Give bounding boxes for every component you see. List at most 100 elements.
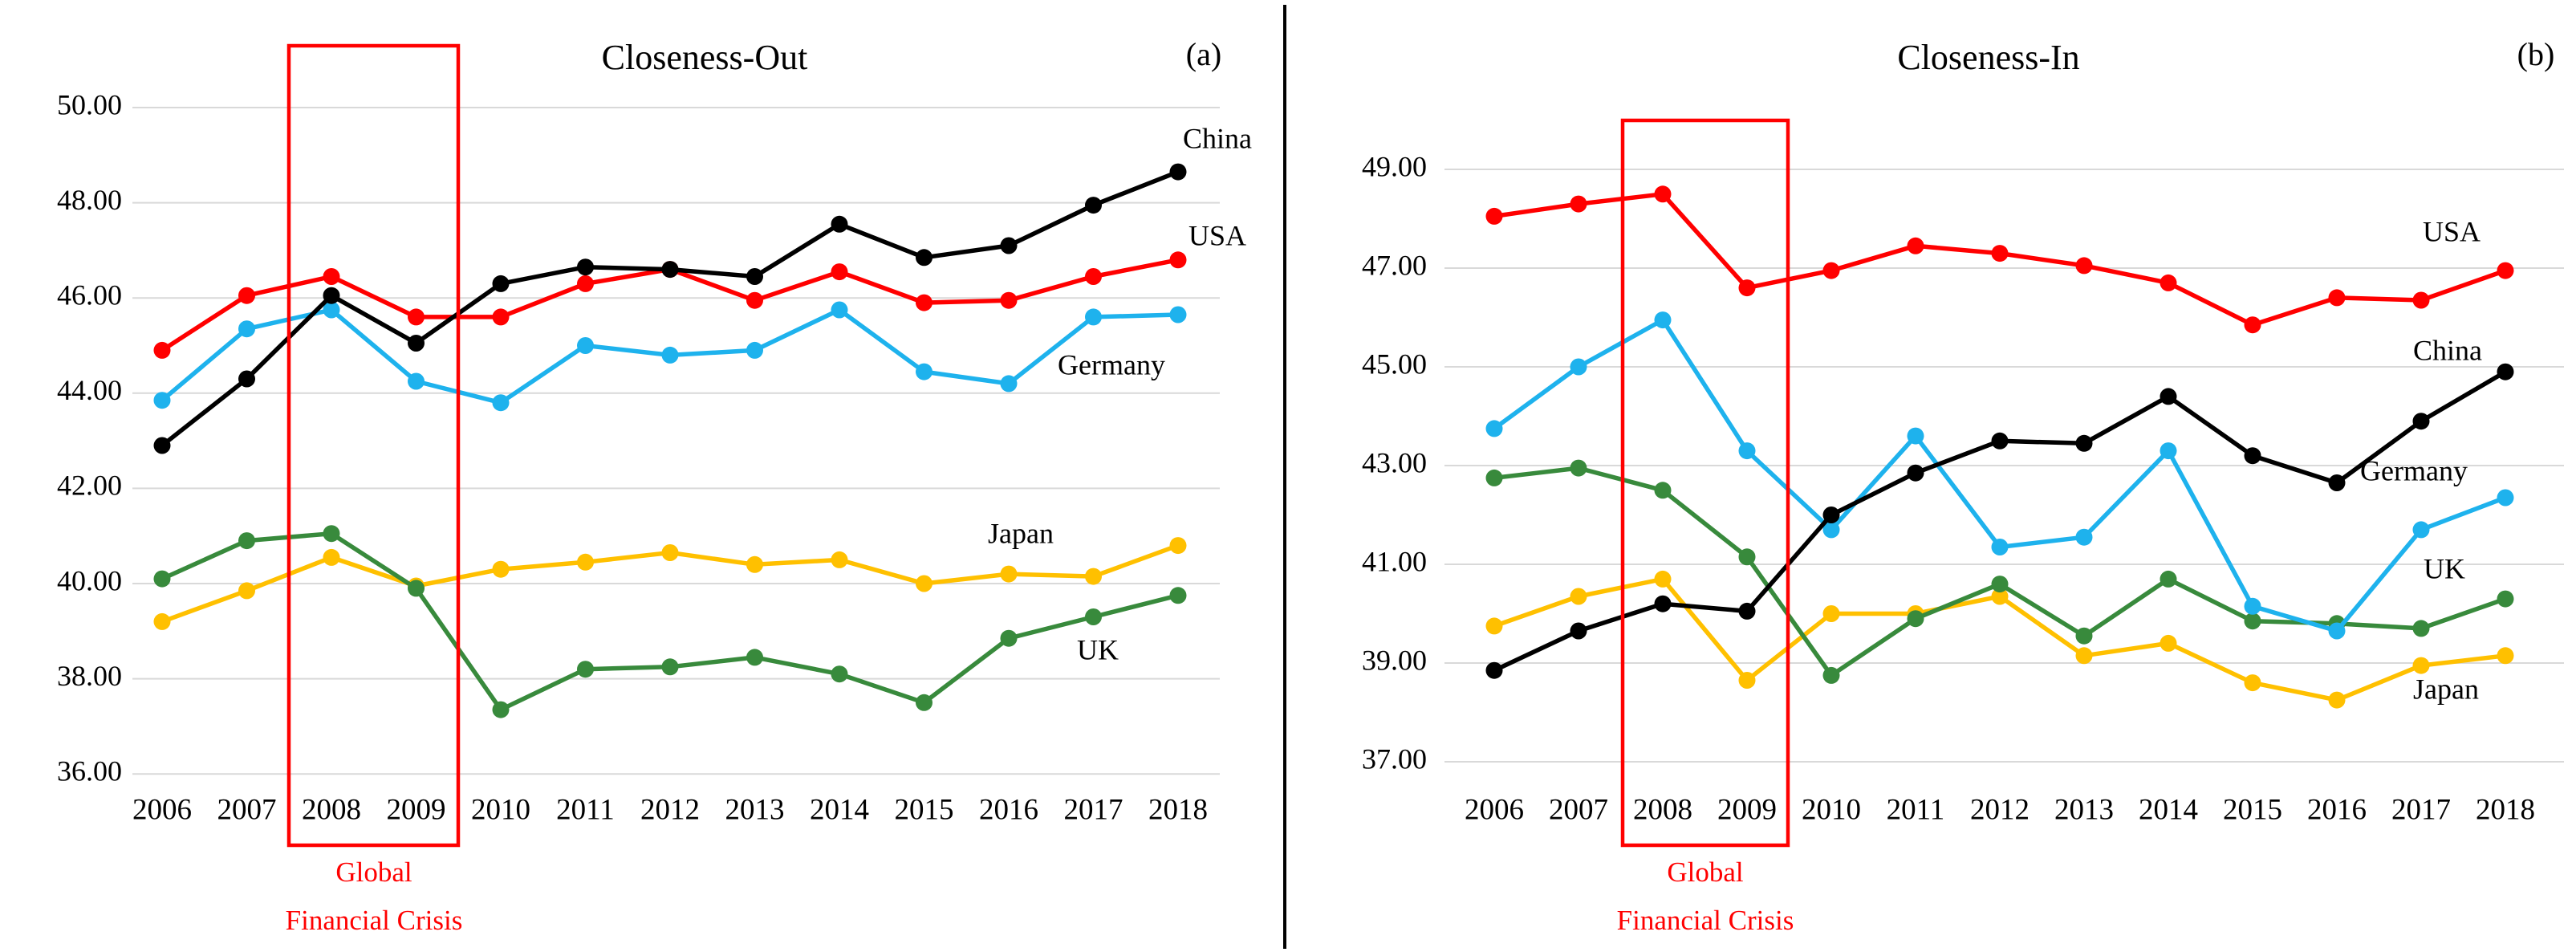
x-tick-label: 2007 xyxy=(217,793,277,826)
data-point-japan xyxy=(492,560,510,578)
data-point-uk xyxy=(746,649,763,666)
data-point-uk xyxy=(831,665,848,683)
crisis-highlight-box xyxy=(1620,118,1790,848)
data-point-china xyxy=(661,261,679,279)
x-tick-label: 2016 xyxy=(979,793,1038,826)
y-tick-label: 41.00 xyxy=(1362,545,1427,577)
data-point-china xyxy=(1907,464,1924,482)
data-point-uk xyxy=(2412,620,2430,637)
data-point-japan xyxy=(746,555,763,573)
x-tick-label: 2012 xyxy=(1970,793,2030,826)
series-label-china: China xyxy=(1183,122,1252,154)
data-point-uk xyxy=(1822,666,1840,684)
data-point-china xyxy=(2328,474,2346,491)
series-label-japan: Japan xyxy=(2413,673,2479,705)
data-point-usa xyxy=(238,287,255,304)
chart-title: Closeness-In xyxy=(1897,38,2079,77)
x-tick-label: 2013 xyxy=(725,793,785,826)
crisis-highlight-box xyxy=(286,43,461,848)
data-point-japan xyxy=(1738,672,1756,689)
data-point-china xyxy=(492,275,510,292)
data-point-uk xyxy=(153,570,171,588)
data-point-germany xyxy=(1085,308,1102,326)
data-point-china xyxy=(1085,197,1102,214)
data-point-germany xyxy=(1169,306,1187,323)
data-point-uk xyxy=(238,532,255,550)
data-point-usa xyxy=(916,294,932,311)
data-point-usa xyxy=(408,308,425,326)
data-point-china xyxy=(323,287,340,304)
series-label-japan: Japan xyxy=(988,517,1054,549)
data-point-japan xyxy=(2244,674,2261,692)
data-point-germany xyxy=(153,392,171,409)
data-point-uk xyxy=(1654,482,1672,499)
y-tick-label: 50.00 xyxy=(57,88,122,120)
x-tick-label: 2006 xyxy=(132,793,192,826)
data-point-germany xyxy=(2497,489,2514,507)
series-label-usa: USA xyxy=(2423,215,2481,247)
series-label-germany: Germany xyxy=(1058,348,1165,380)
data-point-uk xyxy=(1085,608,1102,625)
data-point-germany xyxy=(1570,358,1587,376)
x-tick-label: 2009 xyxy=(387,793,446,826)
data-point-japan xyxy=(1000,565,1018,583)
x-tick-label: 2008 xyxy=(302,793,361,826)
x-tick-label: 2010 xyxy=(471,793,530,826)
data-point-uk xyxy=(1907,610,1924,628)
data-point-usa xyxy=(1085,268,1102,285)
y-tick-label: 48.00 xyxy=(57,184,122,216)
data-point-germany xyxy=(1000,375,1018,393)
data-point-germany xyxy=(323,301,340,319)
data-point-china xyxy=(238,370,255,388)
data-point-uk xyxy=(2244,612,2261,630)
y-tick-label: 49.00 xyxy=(1362,150,1427,182)
data-point-japan xyxy=(1654,570,1672,588)
data-point-germany xyxy=(746,341,763,359)
data-point-china xyxy=(153,437,171,454)
data-point-germany xyxy=(661,346,679,364)
x-tick-label: 2010 xyxy=(1802,793,1861,826)
data-point-china xyxy=(2412,413,2430,430)
data-point-japan xyxy=(1169,537,1187,555)
data-point-uk xyxy=(408,580,425,597)
data-point-china xyxy=(1570,622,1587,640)
x-tick-label: 2014 xyxy=(2139,793,2198,826)
data-point-japan xyxy=(831,551,848,568)
crisis-annotation-line1: Global xyxy=(1667,856,1744,888)
data-point-usa xyxy=(831,263,848,281)
data-point-china xyxy=(1654,595,1672,612)
data-point-germany xyxy=(1738,442,1756,460)
chart-title: Closeness-Out xyxy=(602,38,808,77)
data-point-germany xyxy=(1991,539,2009,555)
data-point-uk xyxy=(2160,570,2177,588)
data-point-japan xyxy=(238,582,255,600)
data-point-germany xyxy=(2412,521,2430,539)
panel-letter: (b) xyxy=(2517,36,2555,72)
data-point-usa xyxy=(1169,251,1187,269)
data-point-uk xyxy=(1000,629,1018,647)
data-point-uk xyxy=(1169,587,1187,604)
data-point-japan xyxy=(1570,588,1587,605)
data-point-usa xyxy=(1485,207,1503,225)
data-point-usa xyxy=(1907,237,1924,254)
panel-a: 50.00 48.00 46.00 44.00 42.00 40.00 38.00 36.00… xyxy=(57,36,1252,936)
data-point-japan xyxy=(153,612,171,630)
data-point-usa xyxy=(1654,185,1672,203)
data-point-uk xyxy=(1991,576,2009,593)
data-point-germany xyxy=(831,301,848,319)
data-point-germany xyxy=(1822,521,1840,539)
series-label-usa: USA xyxy=(1188,219,1246,251)
data-point-germany xyxy=(2160,442,2177,460)
data-point-japan xyxy=(2160,634,2177,652)
data-point-germany xyxy=(1907,427,1924,445)
data-point-usa xyxy=(323,268,340,285)
series-line-uk xyxy=(1492,466,2508,678)
y-tick-label: 36.00 xyxy=(57,755,122,787)
data-point-japan xyxy=(1085,568,1102,585)
data-point-japan xyxy=(2412,657,2430,674)
y-tick-label: 38.00 xyxy=(57,660,122,692)
y-tick-label: 37.00 xyxy=(1362,742,1427,775)
x-tick-label: 2016 xyxy=(2307,793,2367,826)
data-point-germany xyxy=(238,320,255,338)
series-line-china xyxy=(160,169,1180,448)
